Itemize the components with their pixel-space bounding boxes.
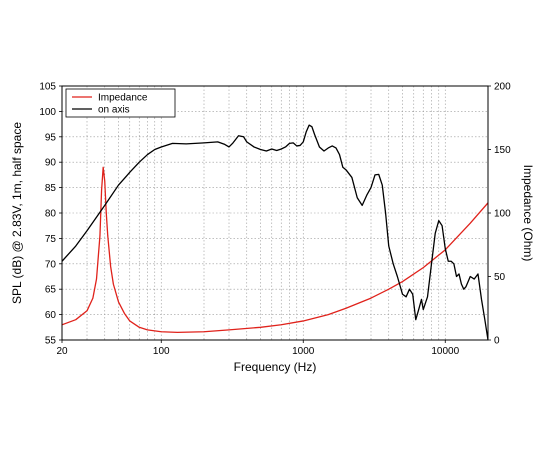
y-tick-label: 90 xyxy=(45,158,57,169)
y2-tick-label: 150 xyxy=(494,145,511,156)
y-tick-label: 100 xyxy=(39,107,56,118)
grid-layer xyxy=(62,86,488,340)
x-tick-label: 20 xyxy=(56,346,68,357)
y2-tick-label: 100 xyxy=(494,209,511,220)
axis-layer: 55 60 65 70 75 80 85 90 95 100 105 0 50 100 150 200 20 10… xyxy=(39,82,511,358)
y-tick-label: 95 xyxy=(45,132,57,143)
x-tick-label: 100 xyxy=(153,346,170,357)
y-tick-label: 105 xyxy=(39,82,56,93)
legend-label-on-axis: on axis xyxy=(98,105,130,116)
y-tick-label: 75 xyxy=(45,234,57,245)
y-tick-label: 70 xyxy=(45,259,57,270)
y2-tick-label: 200 xyxy=(494,82,511,93)
legend-label-impedance: Impedance xyxy=(98,93,148,104)
y-tick-label: 85 xyxy=(45,183,57,194)
y-axis-title: SPL (dB) @ 2.83V, 1m, half space xyxy=(10,122,24,304)
legend: Impedance on axis xyxy=(65,88,176,118)
y-tick-label: 60 xyxy=(45,310,57,321)
y-tick-label: 80 xyxy=(45,209,57,220)
series-layer xyxy=(62,124,488,340)
series-line-on-axis xyxy=(62,124,488,340)
y2-tick-label: 50 xyxy=(494,272,506,283)
x-tick-label: 10000 xyxy=(431,346,459,357)
x-axis-title: Frequency (Hz) xyxy=(234,360,317,374)
y2-tick-label: 0 xyxy=(494,336,500,347)
y-tick-label: 55 xyxy=(45,336,57,347)
y-tick-label: 65 xyxy=(45,285,57,296)
x-tick-label: 1000 xyxy=(292,346,315,357)
y2-axis-title: Impedance (Ohm) xyxy=(521,165,535,262)
series-line-impedance xyxy=(62,166,488,334)
legend-box xyxy=(65,88,176,118)
